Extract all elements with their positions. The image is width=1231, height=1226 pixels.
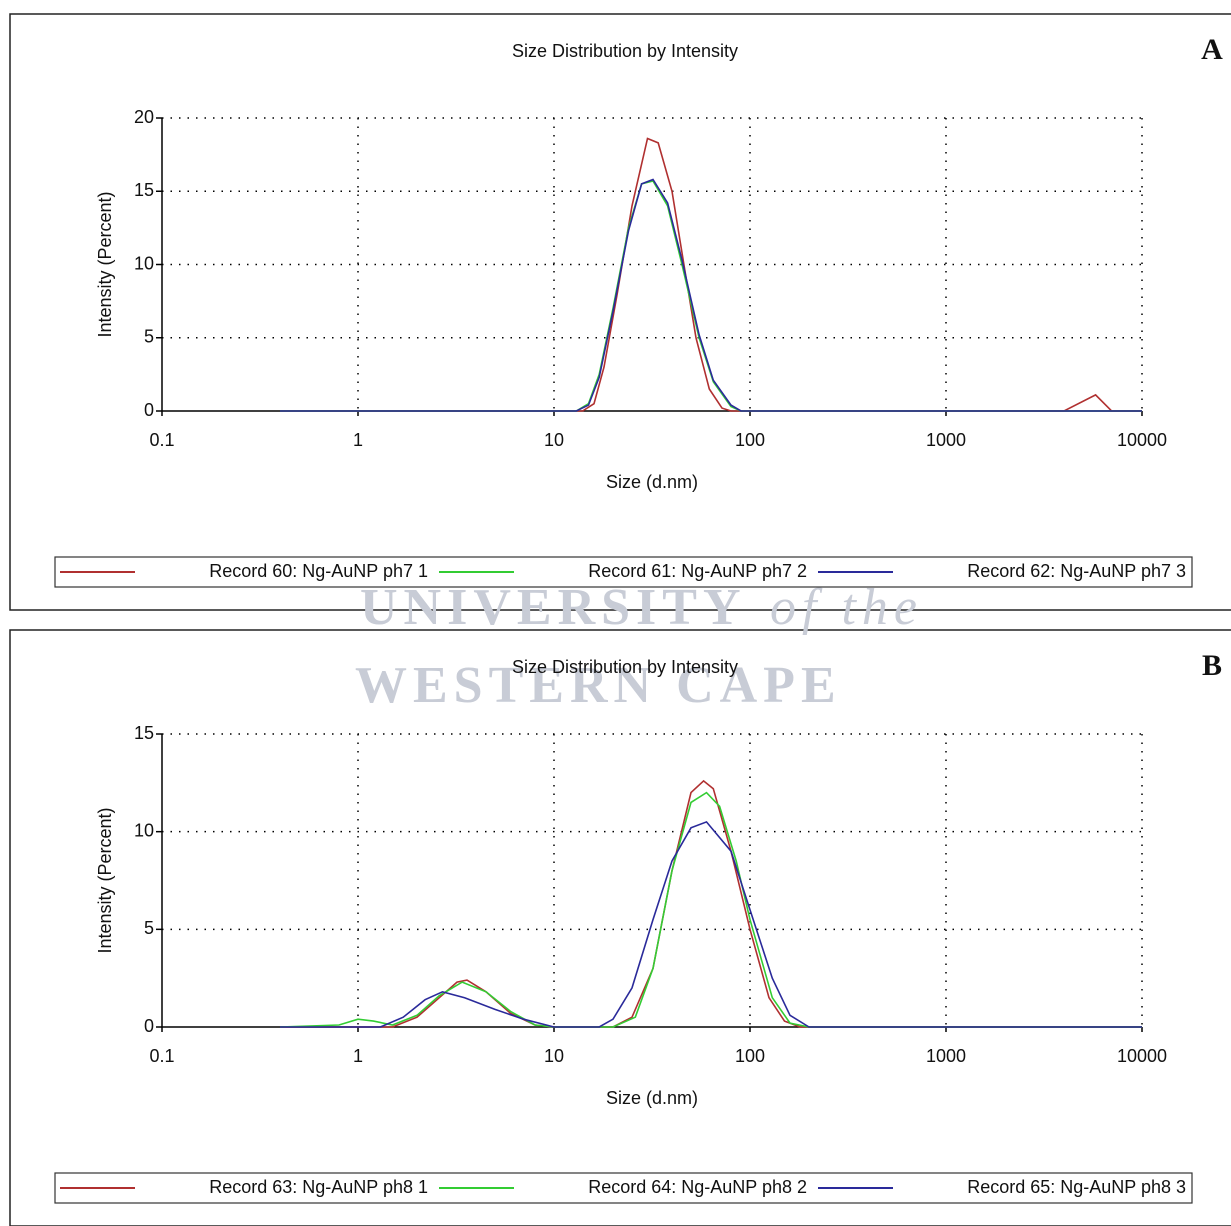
x-tick-label: 100: [735, 430, 765, 450]
y-tick-label: 0: [144, 400, 154, 420]
x-axis-label: Size (d.nm): [606, 1088, 698, 1108]
data-line: [279, 791, 1142, 1028]
x-tick-label: 10: [544, 430, 564, 450]
legend-box: [54, 1172, 1193, 1204]
x-tick-label: 10000: [1117, 1046, 1167, 1066]
watermark: WESTERN CAPE: [355, 657, 842, 714]
chart-title: Size Distribution by Intensity: [512, 41, 738, 61]
panel-label: B: [1202, 649, 1222, 682]
panel-frame: [9, 629, 1231, 1226]
legend-label: Record 63: Ng-AuNP ph8 1: [209, 1177, 428, 1197]
panel-frame: [9, 13, 1231, 611]
x-tick-label: 1: [353, 1046, 363, 1066]
data-line: [280, 137, 1142, 412]
watermark: UNIVERSITY: [360, 579, 747, 636]
data-line: [280, 180, 1142, 412]
y-tick-label: 5: [144, 918, 154, 938]
x-tick-label: 1000: [926, 1046, 966, 1066]
data-line: [280, 820, 1142, 1028]
y-axis-label: Intensity (Percent): [95, 191, 115, 337]
legend-box: [54, 556, 1193, 588]
x-tick-label: 0.1: [149, 1046, 174, 1066]
x-tick-label: 0.1: [149, 430, 174, 450]
y-axis-label: Intensity (Percent): [95, 807, 115, 953]
x-tick-label: 100: [735, 1046, 765, 1066]
y-tick-label: 5: [144, 327, 154, 347]
y-tick-label: 15: [134, 723, 154, 743]
y-tick-label: 0: [144, 1016, 154, 1036]
panel-label: A: [1201, 33, 1223, 66]
x-tick-label: 10: [544, 1046, 564, 1066]
legend-label: Record 62: Ng-AuNP ph7 3: [967, 561, 1186, 581]
y-tick-label: 20: [134, 107, 154, 127]
legend-label: Record 65: Ng-AuNP ph8 3: [967, 1177, 1186, 1197]
x-tick-label: 10000: [1117, 430, 1167, 450]
x-axis-label: Size (d.nm): [606, 472, 698, 492]
legend-label: Record 64: Ng-AuNP ph8 2: [588, 1177, 807, 1197]
legend-label: Record 60: Ng-AuNP ph7 1: [209, 561, 428, 581]
chart-title: Size Distribution by Intensity: [512, 657, 738, 677]
x-tick-label: 1: [353, 430, 363, 450]
legend-label: Record 61: Ng-AuNP ph7 2: [588, 561, 807, 581]
y-tick-label: 10: [134, 253, 154, 273]
data-line: [280, 178, 1142, 412]
data-line: [280, 779, 1142, 1028]
y-tick-label: 15: [134, 180, 154, 200]
x-tick-label: 1000: [926, 430, 966, 450]
watermark: of the: [770, 579, 923, 636]
y-tick-label: 10: [134, 820, 154, 840]
